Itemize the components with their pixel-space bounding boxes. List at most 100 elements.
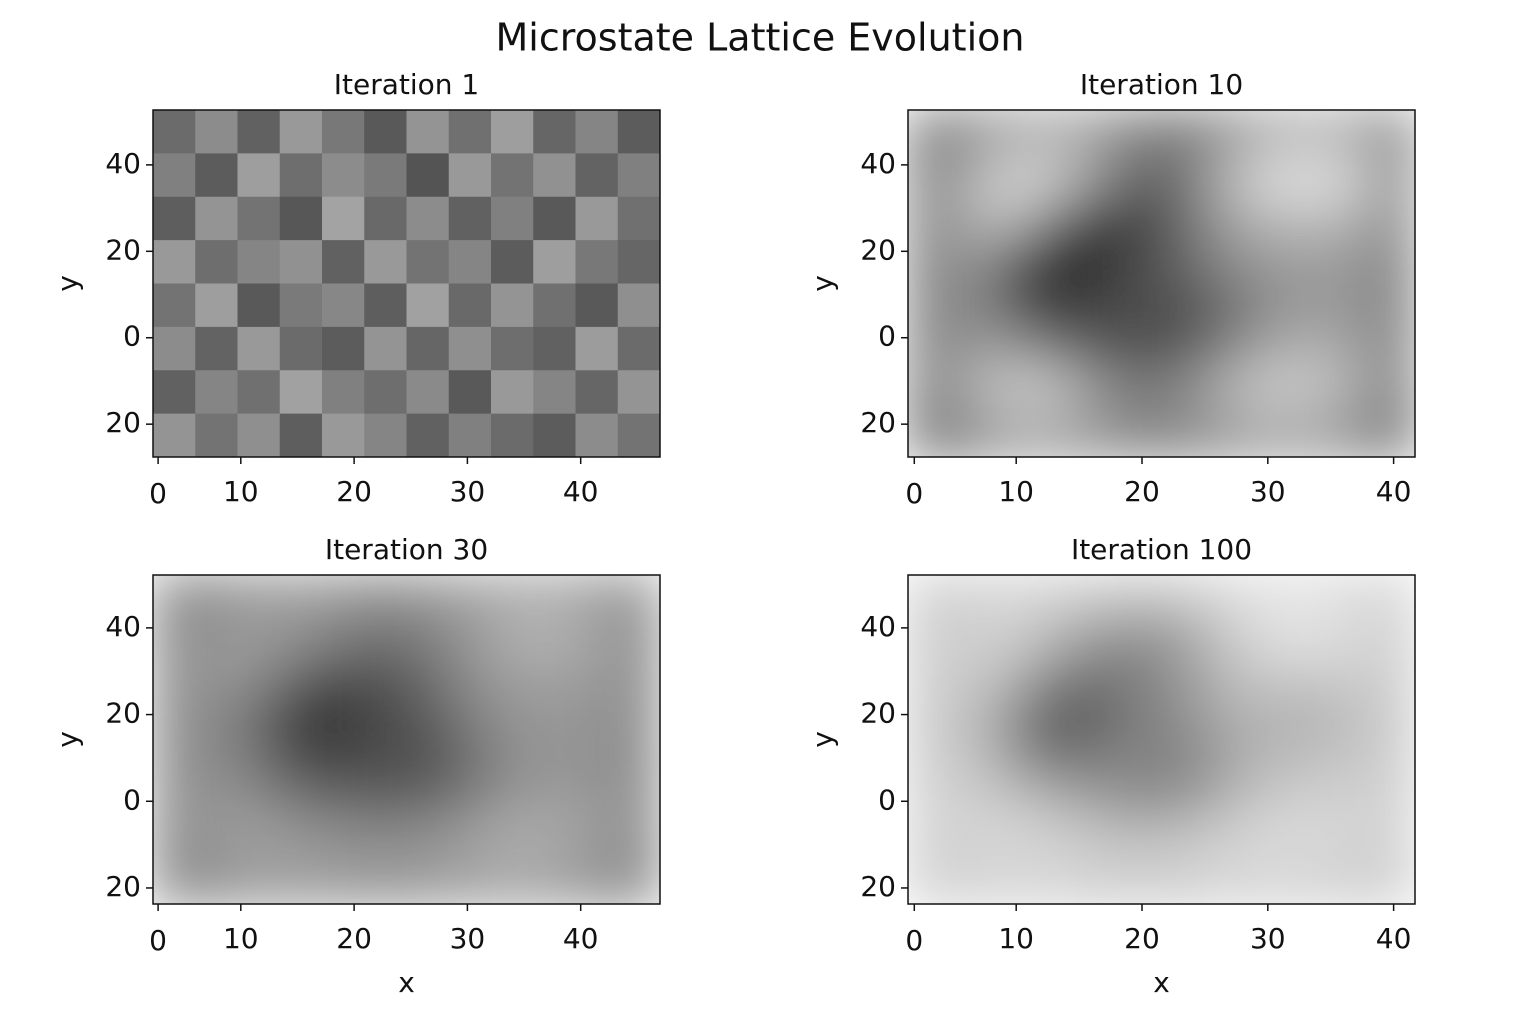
cell: [491, 326, 534, 371]
cell: [1119, 616, 1163, 658]
cell: [1372, 739, 1415, 782]
axes-frame: [907, 109, 1416, 458]
cell: [153, 657, 196, 699]
cell: [1119, 780, 1163, 823]
cell: [1288, 739, 1332, 782]
cell: [1330, 575, 1374, 617]
cell: [237, 739, 281, 782]
cell: [364, 283, 408, 328]
cell: [992, 370, 1036, 415]
cell: [364, 326, 408, 371]
cell: [279, 283, 323, 328]
cell: [533, 780, 577, 823]
cell: [575, 575, 619, 617]
cell: [1034, 326, 1078, 371]
cell: [1161, 326, 1205, 371]
cell: [195, 110, 239, 154]
cell: [992, 110, 1036, 154]
cell: [1077, 657, 1120, 699]
cell: [491, 283, 534, 328]
cell: [322, 780, 365, 823]
cell: [1077, 413, 1120, 457]
cell: [1161, 196, 1205, 241]
cell: [448, 616, 492, 658]
cell: [950, 413, 994, 457]
cell: [1372, 413, 1415, 457]
cell: [1077, 110, 1120, 154]
cell: [1034, 780, 1078, 823]
cell: [322, 862, 365, 904]
cell: [1203, 413, 1247, 457]
cell: [1203, 196, 1247, 241]
cell: [279, 698, 323, 741]
cell: [448, 283, 492, 328]
cell: [322, 616, 365, 658]
cell: [1034, 240, 1078, 285]
x-tick-label: 10: [223, 922, 259, 955]
cell: [1161, 283, 1205, 328]
cell: [908, 326, 951, 371]
cell: [364, 110, 408, 154]
cell: [1330, 739, 1374, 782]
y-tick-label: 40: [105, 147, 141, 180]
cell: [491, 739, 534, 782]
y-tick-label: 40: [860, 610, 896, 643]
cell: [448, 413, 492, 457]
cell: [1246, 413, 1289, 457]
cell: [575, 616, 619, 658]
cell: [992, 780, 1036, 823]
cell: [1246, 283, 1289, 328]
cell: [1119, 862, 1163, 904]
cell: [322, 657, 365, 699]
cell: [322, 240, 365, 285]
x-tick-label: 40: [1376, 922, 1412, 955]
cell: [1161, 616, 1205, 658]
x-tick-label: 20: [1124, 475, 1160, 508]
cell: [992, 616, 1036, 658]
cell: [279, 240, 323, 285]
x-tick-label: 40: [563, 475, 599, 508]
figure-title: Microstate Lattice Evolution: [496, 16, 1025, 60]
cell: [617, 821, 660, 864]
cell: [279, 657, 323, 699]
cell: [153, 283, 196, 328]
y-tick-label: 0: [123, 783, 141, 816]
y-tick-label: 20: [105, 697, 141, 730]
heatmap: [908, 575, 1415, 904]
cell: [279, 739, 323, 782]
cell: [364, 240, 408, 285]
cell: [575, 698, 619, 741]
cell: [1034, 739, 1078, 782]
cell: [153, 616, 196, 658]
x-tick-label: 0: [905, 924, 923, 957]
cell: [491, 370, 534, 415]
cell: [153, 240, 196, 285]
cell: [1203, 616, 1247, 658]
cell: [1288, 153, 1332, 198]
cell: [279, 413, 323, 457]
x-tick-label: 20: [1124, 922, 1160, 955]
heatmap: [153, 110, 660, 457]
cell: [992, 196, 1036, 241]
cell: [1034, 283, 1078, 328]
cell: [195, 326, 239, 371]
x-tick-label: 40: [563, 922, 599, 955]
cell: [617, 370, 660, 415]
y-tick-label: 20: [860, 697, 896, 730]
cell: [1246, 739, 1289, 782]
cell: [1372, 657, 1415, 699]
cell: [1372, 153, 1415, 198]
cell: [533, 196, 577, 241]
cell: [491, 657, 534, 699]
cell: [195, 698, 239, 741]
cell: [406, 821, 450, 864]
cell: [950, 862, 994, 904]
cell: [1161, 413, 1205, 457]
cell: [448, 739, 492, 782]
cell: [1288, 657, 1332, 699]
y-axis-label: y: [806, 731, 839, 748]
cell: [992, 283, 1036, 328]
cell: [364, 575, 408, 617]
cell: [1161, 240, 1205, 285]
cell: [237, 283, 281, 328]
